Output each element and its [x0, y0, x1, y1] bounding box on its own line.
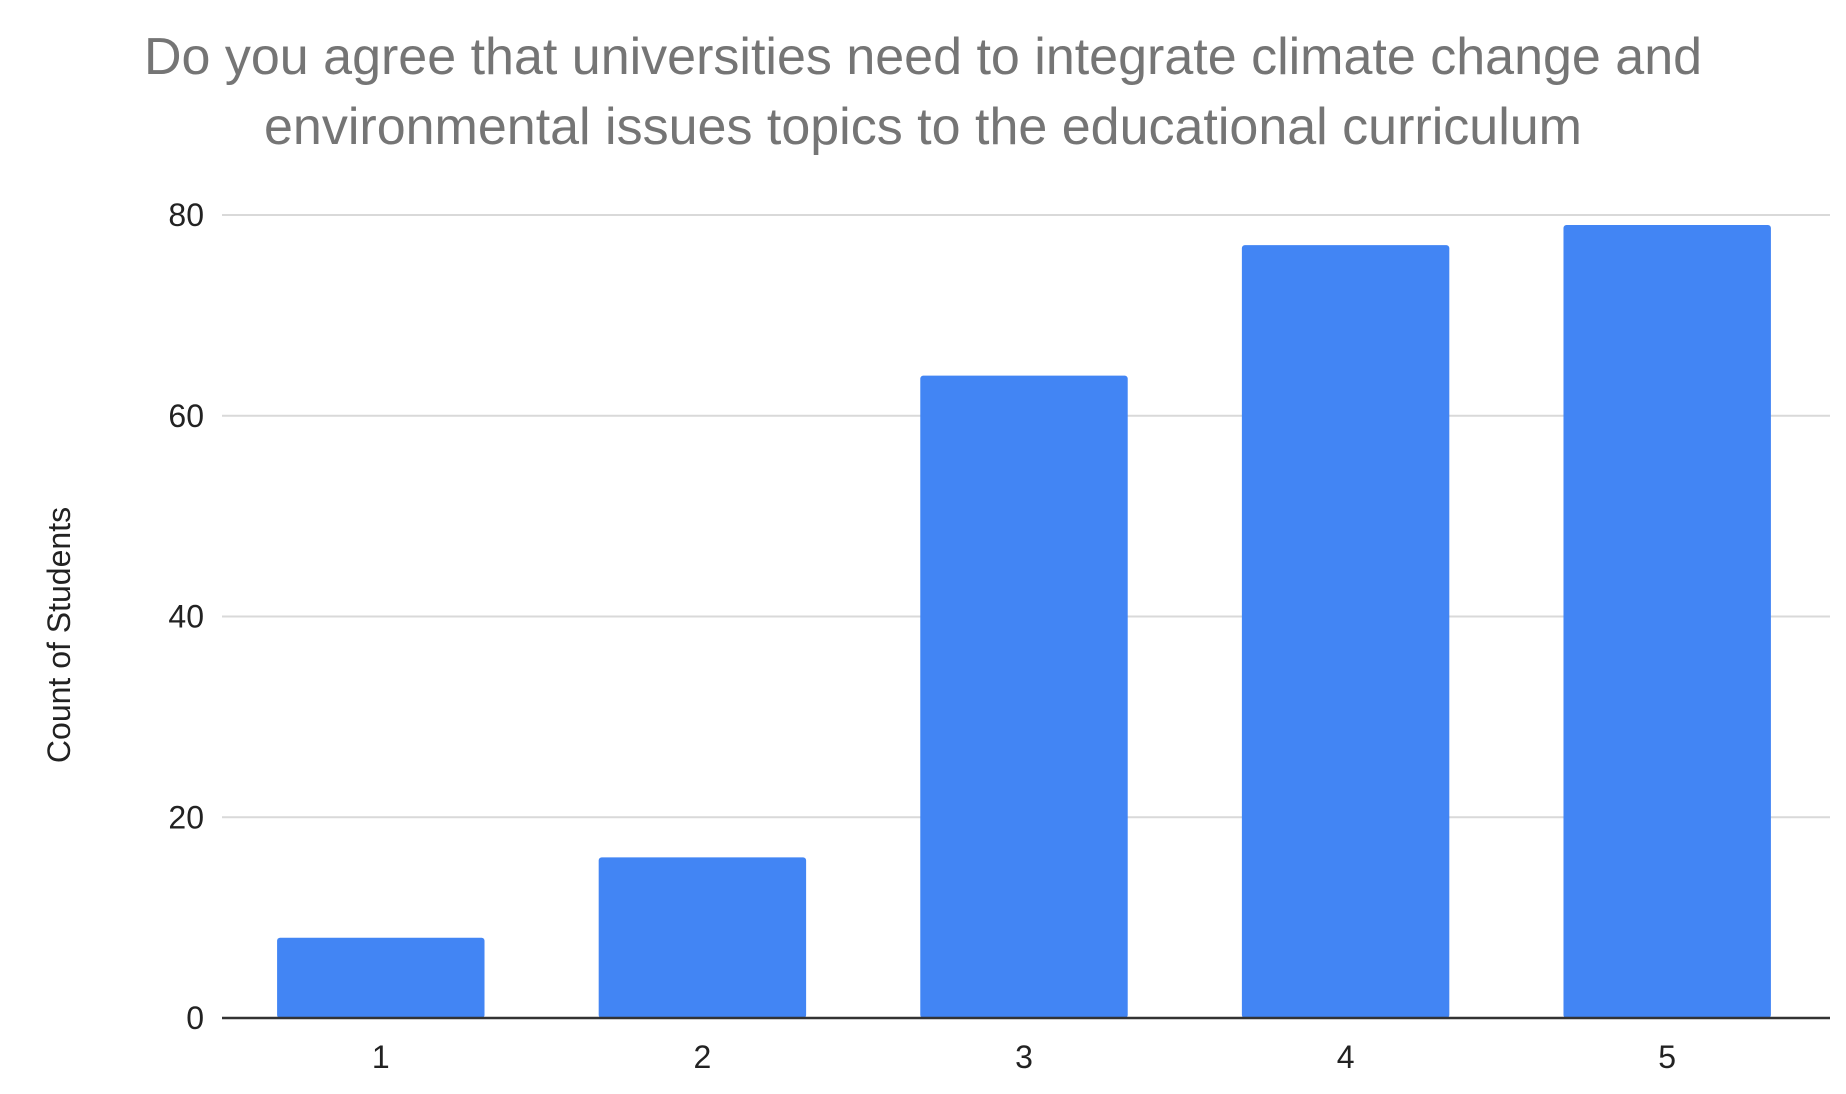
- chart-title: Do you agree that universities need to i…: [0, 22, 1846, 162]
- y-tick-label-40: 40: [168, 599, 204, 635]
- tick-labels: 0 20 40 60 80 1 2 3 4 5: [168, 197, 1676, 1075]
- y-axis-title: Count of Students: [41, 507, 77, 763]
- bars: [277, 225, 1771, 1019]
- y-tick-label-60: 60: [168, 398, 204, 434]
- y-tick-label-20: 20: [168, 799, 204, 835]
- bar-1: [277, 937, 485, 1018]
- bar-2: [598, 857, 807, 1018]
- bar-5: [1563, 225, 1771, 1019]
- x-tick-label-4: 4: [1337, 1039, 1355, 1075]
- y-tick-label-80: 80: [168, 197, 204, 233]
- x-tick-label-3: 3: [1015, 1039, 1033, 1075]
- x-tick-label-2: 2: [694, 1039, 712, 1075]
- bar-3: [920, 375, 1128, 1019]
- bar-4: [1241, 245, 1450, 1019]
- x-tick-label-5: 5: [1658, 1039, 1676, 1075]
- y-tick-label-0: 0: [186, 1000, 204, 1036]
- x-tick-label-1: 1: [372, 1039, 390, 1075]
- chart-title-line-1: Do you agree that universities need to i…: [143, 28, 1703, 86]
- chart-title-line-2: environmental issues topics to the educa…: [263, 98, 1582, 156]
